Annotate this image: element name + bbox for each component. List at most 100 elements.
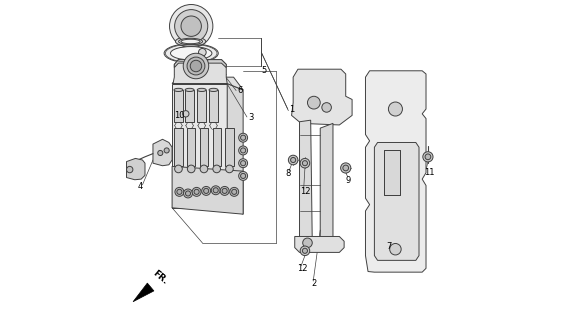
- Circle shape: [175, 188, 184, 196]
- Circle shape: [220, 187, 229, 196]
- Circle shape: [200, 165, 208, 173]
- Circle shape: [183, 111, 189, 117]
- Circle shape: [183, 189, 192, 198]
- Circle shape: [300, 158, 310, 168]
- Polygon shape: [299, 120, 312, 243]
- Circle shape: [177, 189, 182, 195]
- Polygon shape: [384, 150, 400, 195]
- Circle shape: [307, 96, 320, 109]
- Circle shape: [202, 187, 210, 196]
- Text: 4: 4: [138, 182, 143, 191]
- Circle shape: [183, 53, 209, 79]
- Circle shape: [341, 163, 351, 173]
- Polygon shape: [172, 84, 227, 208]
- Ellipse shape: [179, 38, 202, 45]
- Circle shape: [186, 191, 191, 196]
- Polygon shape: [172, 166, 243, 214]
- Circle shape: [232, 189, 237, 195]
- Circle shape: [170, 4, 213, 48]
- Ellipse shape: [170, 47, 212, 60]
- Text: 12: 12: [300, 187, 310, 196]
- Polygon shape: [320, 123, 333, 243]
- Circle shape: [230, 188, 239, 196]
- Text: 8: 8: [285, 169, 290, 178]
- Polygon shape: [197, 90, 206, 122]
- Circle shape: [213, 165, 221, 173]
- Polygon shape: [292, 69, 352, 125]
- Polygon shape: [174, 60, 226, 68]
- Ellipse shape: [175, 37, 206, 46]
- Ellipse shape: [185, 88, 194, 92]
- Circle shape: [175, 165, 182, 173]
- Circle shape: [181, 16, 201, 36]
- Circle shape: [187, 57, 205, 75]
- Circle shape: [239, 172, 248, 180]
- Text: 9: 9: [346, 176, 351, 185]
- Polygon shape: [295, 236, 344, 252]
- Circle shape: [213, 188, 218, 193]
- Circle shape: [192, 188, 201, 196]
- Polygon shape: [174, 128, 183, 166]
- Polygon shape: [365, 71, 426, 272]
- Circle shape: [187, 165, 195, 173]
- Circle shape: [302, 248, 307, 253]
- Polygon shape: [173, 60, 227, 84]
- Text: 6: 6: [237, 86, 243, 95]
- Circle shape: [164, 148, 169, 153]
- Ellipse shape: [174, 88, 183, 92]
- Circle shape: [126, 166, 133, 173]
- Circle shape: [212, 186, 220, 195]
- Text: 10: 10: [174, 111, 184, 120]
- Circle shape: [390, 244, 401, 255]
- Ellipse shape: [197, 88, 206, 92]
- Polygon shape: [185, 90, 195, 122]
- Polygon shape: [174, 90, 183, 122]
- Circle shape: [241, 173, 246, 179]
- Ellipse shape: [181, 39, 200, 44]
- Circle shape: [423, 152, 433, 162]
- Circle shape: [194, 189, 199, 195]
- Polygon shape: [172, 77, 243, 90]
- Circle shape: [241, 148, 246, 153]
- Text: 3: 3: [248, 113, 254, 122]
- Polygon shape: [126, 158, 145, 180]
- Polygon shape: [225, 128, 233, 166]
- Polygon shape: [200, 128, 208, 166]
- Circle shape: [222, 188, 227, 194]
- Circle shape: [158, 150, 163, 156]
- Polygon shape: [133, 283, 154, 302]
- Circle shape: [226, 165, 233, 173]
- Polygon shape: [153, 139, 172, 166]
- Circle shape: [302, 161, 307, 166]
- Circle shape: [241, 161, 246, 166]
- Text: 11: 11: [424, 168, 435, 177]
- Circle shape: [204, 188, 209, 194]
- Circle shape: [241, 135, 246, 140]
- Text: 12: 12: [297, 264, 308, 273]
- Circle shape: [199, 49, 206, 56]
- Circle shape: [322, 103, 332, 112]
- Circle shape: [239, 159, 248, 168]
- Text: 5: 5: [261, 66, 267, 75]
- Text: FR.: FR.: [151, 269, 169, 286]
- Ellipse shape: [164, 44, 218, 63]
- Circle shape: [239, 146, 248, 155]
- Circle shape: [288, 155, 298, 165]
- Circle shape: [425, 154, 431, 160]
- Text: 7: 7: [386, 242, 392, 251]
- Circle shape: [239, 133, 248, 142]
- Text: 2: 2: [311, 279, 316, 288]
- Circle shape: [190, 60, 202, 72]
- Polygon shape: [374, 142, 419, 260]
- Text: 1: 1: [289, 105, 294, 114]
- Circle shape: [290, 157, 296, 163]
- Ellipse shape: [209, 88, 218, 92]
- Polygon shape: [227, 84, 243, 214]
- Circle shape: [300, 246, 310, 256]
- Polygon shape: [213, 128, 221, 166]
- Polygon shape: [209, 90, 218, 122]
- Circle shape: [389, 102, 403, 116]
- Circle shape: [175, 10, 208, 43]
- Polygon shape: [187, 128, 195, 166]
- Circle shape: [343, 165, 349, 171]
